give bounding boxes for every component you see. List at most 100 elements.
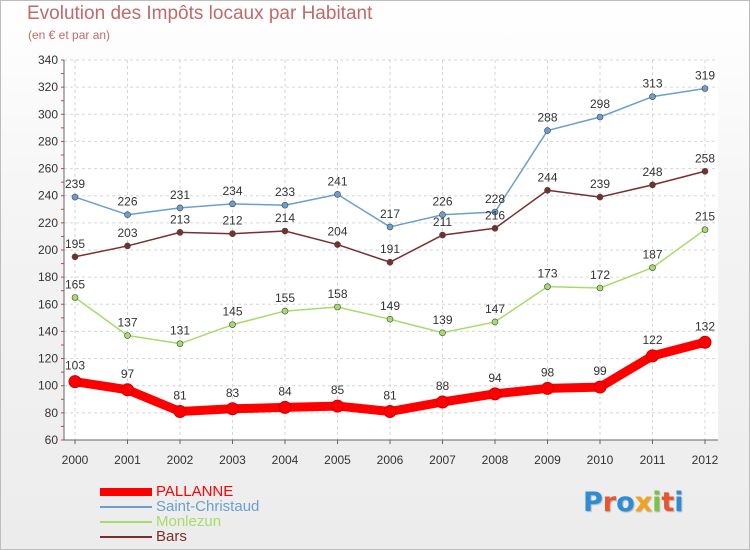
data-label: 81 [383, 389, 397, 403]
data-point [649, 181, 656, 189]
axis-layer: 60 80 100 120 140 160 180 200 220 240 260 280 300 320… [38, 53, 719, 467]
data-label: 239 [65, 177, 85, 191]
data-label: 216 [485, 208, 505, 222]
data-label: 319 [695, 69, 715, 83]
data-point [491, 224, 499, 232]
x-tick-label: 2007 [429, 453, 456, 467]
data-label: 132 [695, 319, 715, 333]
label-layer: 103 97 81 83 84 85 81 88 94 98 99 122 132 239 226 231 23… [65, 69, 715, 403]
data-point [491, 318, 499, 326]
data-label: 145 [222, 305, 242, 319]
y-tick-label: 80 [45, 406, 59, 420]
legend-label: Bars [156, 528, 187, 545]
data-label: 226 [432, 195, 452, 209]
data-point [229, 200, 236, 208]
data-label: 239 [590, 177, 610, 191]
x-tick-label: 2008 [482, 453, 509, 467]
data-label: 165 [65, 278, 85, 292]
y-tick-label: 100 [38, 379, 58, 393]
data-label: 187 [642, 248, 662, 262]
data-point [281, 201, 289, 209]
data-point [71, 193, 79, 201]
y-tick-label: 120 [38, 352, 58, 366]
data-point [596, 113, 604, 121]
data-label: 228 [485, 192, 505, 206]
data-point [439, 329, 446, 337]
logo-letter: i [674, 487, 684, 518]
x-tick-label: 2005 [324, 453, 351, 467]
data-label: 85 [331, 383, 345, 397]
data-label: 231 [170, 188, 190, 202]
data-point [176, 340, 184, 347]
data-label: 103 [65, 359, 85, 373]
y-tick-label: 340 [38, 53, 58, 67]
y-tick-label: 140 [38, 324, 58, 338]
data-point [439, 211, 446, 219]
y-tick-label: 320 [38, 80, 58, 94]
data-point [173, 405, 187, 418]
data-label: 83 [226, 386, 240, 400]
data-point [278, 400, 292, 414]
data-point [71, 294, 79, 301]
data-label: 288 [537, 111, 557, 125]
data-point [698, 335, 712, 349]
data-label: 158 [327, 287, 347, 301]
data-label: 191 [380, 242, 400, 256]
data-point [121, 383, 134, 397]
data-label: 149 [380, 299, 400, 313]
y-tick-label: 220 [38, 216, 58, 230]
data-point [124, 211, 131, 219]
legend-swatch [100, 506, 152, 508]
data-point [281, 227, 289, 235]
data-label: 97 [121, 367, 135, 381]
data-point [439, 231, 446, 239]
data-label: 214 [275, 211, 295, 225]
series-layer [68, 85, 712, 418]
data-label: 211 [433, 215, 452, 229]
data-label: 81 [173, 389, 187, 403]
data-label: 173 [537, 267, 557, 281]
data-label: 98 [541, 365, 555, 379]
data-point [71, 253, 79, 261]
data-label: 147 [485, 302, 505, 316]
data-label: 233 [275, 185, 295, 199]
x-tick-label: 2001 [114, 453, 141, 467]
data-label: 241 [327, 174, 347, 188]
data-point [649, 264, 656, 271]
logo-letter: o [616, 487, 635, 518]
x-tick-label: 2000 [62, 453, 89, 467]
data-point [383, 405, 397, 418]
data-label: 139 [432, 313, 452, 327]
legend-label: Saint-Christaud [156, 498, 260, 515]
y-tick-label: 300 [38, 107, 58, 121]
data-label: 258 [695, 151, 715, 165]
data-point [386, 315, 394, 323]
data-point [436, 395, 449, 409]
data-point [596, 193, 604, 201]
proxiti-logo: Proxiti [583, 487, 684, 518]
data-label: 88 [436, 379, 450, 393]
data-label: 131 [170, 324, 190, 338]
data-label: 172 [590, 268, 610, 282]
data-point [229, 230, 236, 238]
x-tick-label: 2002 [167, 453, 194, 467]
data-label: 313 [642, 77, 662, 91]
data-label: 195 [65, 237, 85, 251]
legend-swatch [100, 488, 152, 496]
data-point [124, 332, 131, 339]
data-label: 94 [488, 371, 502, 385]
data-point [334, 303, 341, 311]
data-point [176, 229, 184, 236]
data-label: 298 [590, 97, 610, 111]
data-point [229, 321, 236, 328]
data-label: 203 [117, 226, 137, 240]
x-tick-label: 2004 [272, 453, 299, 467]
y-tick-label: 200 [38, 243, 58, 257]
y-tick-label: 240 [38, 189, 58, 203]
data-point [649, 93, 656, 100]
x-tick-label: 2010 [587, 453, 614, 467]
x-tick-label: 2006 [377, 453, 404, 467]
y-tick-label: 280 [38, 134, 58, 148]
data-point [226, 402, 239, 416]
